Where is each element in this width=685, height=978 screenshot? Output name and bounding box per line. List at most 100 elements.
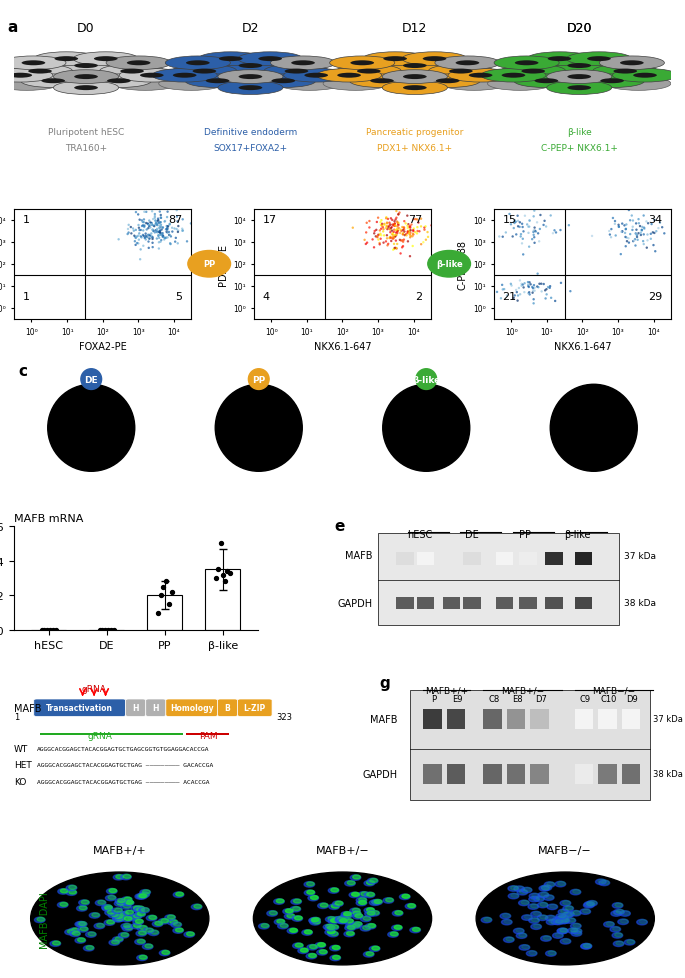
Circle shape — [522, 945, 530, 949]
Circle shape — [556, 917, 566, 923]
Point — [144, 213, 155, 229]
Point — [39, 622, 50, 638]
Point — [136, 213, 147, 229]
Point — [405, 230, 416, 245]
Point — [421, 233, 432, 248]
Text: C8: C8 — [488, 694, 499, 703]
Circle shape — [325, 929, 336, 935]
Circle shape — [218, 70, 283, 84]
Point — [113, 232, 124, 247]
Circle shape — [55, 57, 78, 62]
Circle shape — [364, 892, 375, 898]
Point — [137, 215, 148, 231]
Point — [426, 218, 437, 234]
Circle shape — [76, 921, 87, 927]
Point — [167, 225, 178, 241]
Point — [501, 289, 512, 304]
Circle shape — [612, 903, 623, 909]
Circle shape — [494, 57, 559, 70]
Circle shape — [366, 893, 375, 897]
Text: β-like: β-like — [412, 376, 440, 384]
Circle shape — [545, 915, 556, 921]
Point — [382, 216, 393, 232]
Circle shape — [107, 920, 114, 924]
Circle shape — [92, 912, 99, 917]
Point — [385, 225, 396, 241]
Point — [97, 622, 108, 638]
Circle shape — [561, 910, 569, 913]
Circle shape — [531, 924, 541, 929]
Text: MAFB: MAFB — [345, 551, 373, 560]
Point — [408, 224, 419, 240]
Point — [45, 622, 55, 638]
Circle shape — [139, 956, 147, 959]
Circle shape — [304, 882, 314, 887]
Point — [147, 217, 158, 233]
Point — [613, 220, 624, 236]
Circle shape — [428, 66, 493, 79]
Point — [390, 241, 401, 256]
Point — [555, 223, 566, 239]
Point — [140, 227, 151, 243]
Point — [170, 235, 181, 250]
Point — [504, 200, 515, 215]
Point — [541, 282, 552, 297]
Circle shape — [292, 907, 300, 911]
Point — [401, 228, 412, 244]
Circle shape — [119, 933, 129, 938]
Point — [388, 223, 399, 239]
Circle shape — [553, 919, 561, 923]
Point — [153, 225, 164, 241]
Point — [390, 226, 401, 242]
Circle shape — [341, 911, 351, 917]
Circle shape — [566, 53, 632, 67]
Point — [158, 228, 169, 244]
Circle shape — [584, 944, 591, 948]
Point — [151, 216, 162, 232]
Point — [155, 224, 166, 240]
Point — [160, 214, 171, 230]
Circle shape — [267, 911, 277, 916]
Circle shape — [79, 906, 87, 910]
Text: DE: DE — [84, 376, 98, 384]
Circle shape — [540, 915, 547, 919]
Point — [142, 230, 153, 245]
Circle shape — [66, 885, 77, 891]
Point — [506, 277, 516, 292]
Point — [626, 208, 637, 224]
Circle shape — [598, 879, 606, 883]
Point — [385, 222, 396, 238]
Point — [423, 230, 434, 245]
Point — [371, 229, 382, 244]
Bar — [575, 764, 593, 783]
Point — [152, 214, 163, 230]
Circle shape — [277, 919, 284, 923]
Bar — [40, 734, 183, 735]
Circle shape — [304, 890, 315, 896]
Text: PP: PP — [252, 376, 265, 384]
Point — [140, 231, 151, 246]
Point — [108, 622, 119, 638]
Point — [153, 213, 164, 229]
Text: 87: 87 — [169, 215, 182, 225]
Circle shape — [547, 882, 554, 886]
Point — [386, 231, 397, 246]
Point — [523, 240, 534, 255]
Point — [495, 291, 506, 307]
Circle shape — [65, 929, 75, 935]
Circle shape — [344, 931, 355, 937]
Circle shape — [516, 928, 523, 932]
Point — [136, 223, 147, 239]
Point — [146, 229, 157, 244]
Circle shape — [356, 898, 366, 903]
Point — [133, 229, 144, 244]
Point — [406, 217, 417, 233]
Circle shape — [105, 910, 116, 915]
Circle shape — [304, 930, 312, 934]
Circle shape — [582, 910, 590, 913]
Circle shape — [541, 885, 551, 891]
Circle shape — [109, 889, 116, 893]
Point — [395, 223, 406, 239]
Circle shape — [141, 908, 149, 911]
Circle shape — [357, 69, 381, 74]
